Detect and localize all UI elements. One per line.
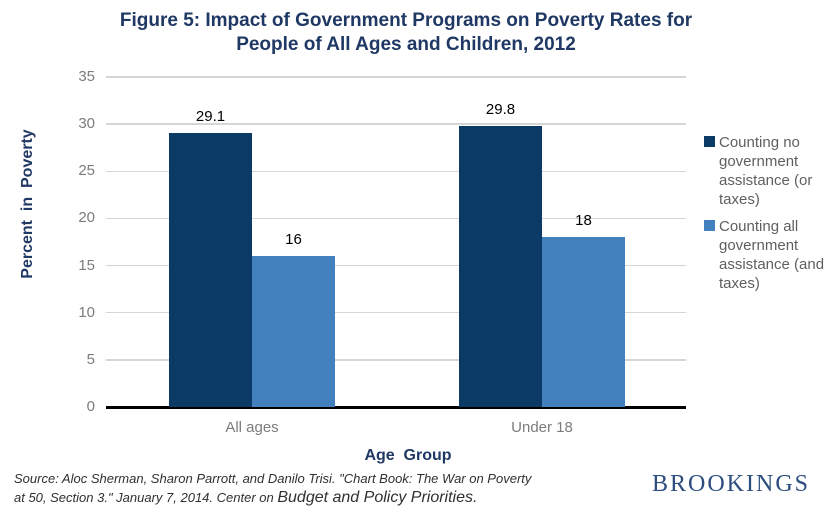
y-tick-label: 5: [86, 350, 95, 368]
bar-value-label: 18: [575, 212, 592, 230]
x-axis-title: Age Group: [364, 447, 452, 464]
legend-label: Counting no government assistance (or ta…: [719, 134, 813, 208]
category-label: All ages: [225, 419, 279, 436]
legend-label: Counting all government assistance (and …: [719, 218, 825, 292]
chart-title: Figure 5: Impact of Government Programs …: [0, 9, 812, 57]
y-tick-label: 25: [78, 162, 95, 180]
source-organization: Budget and Policy Priorities.: [277, 489, 478, 506]
grid-line: [106, 311, 686, 314]
category-label: Under 18: [511, 419, 573, 436]
grid-line: [106, 170, 686, 173]
y-tick-label: 20: [78, 209, 95, 227]
legend-swatch: [704, 220, 715, 231]
grid-line: [106, 217, 686, 220]
source-line2-prefix: at 50, Section 3." January 7, 2014. Cent…: [14, 490, 278, 505]
legend-item: Counting all government assistance (and …: [704, 217, 836, 293]
grid-line: [106, 123, 686, 125]
bar: [252, 256, 335, 407]
source-line2: at 50, Section 3." January 7, 2014. Cent…: [14, 488, 624, 507]
legend-swatch: [704, 136, 715, 147]
source-note: Source: Aloc Sherman, Sharon Parrott, an…: [14, 469, 624, 507]
bar-value-label: 29.8: [485, 101, 516, 119]
chart-title-line2: People of All Ages and Children, 2012: [236, 34, 576, 55]
y-tick-label: 35: [78, 68, 95, 85]
chart-title-line1: Figure 5: Impact of Government Programs …: [119, 10, 693, 31]
y-tick-label: 30: [78, 115, 95, 133]
grid-line: [106, 76, 686, 78]
source-line1: Source: Aloc Sherman, Sharon Parrott, an…: [14, 471, 532, 486]
y-axis-title: Percent in Poverty: [19, 129, 36, 279]
bar: [542, 237, 625, 407]
y-tick-label: 0: [86, 398, 95, 415]
legend: Counting no government assistance (or ta…: [704, 133, 836, 301]
x-axis-line: [106, 406, 686, 409]
grid-line: [106, 264, 686, 267]
brookings-logo: BROOKINGS: [652, 471, 811, 497]
bar: [459, 126, 542, 407]
bar: [169, 132, 252, 407]
legend-item: Counting no government assistance (or ta…: [704, 133, 836, 209]
bar-value-label: 29.1: [195, 107, 226, 125]
grid-line: [106, 359, 686, 361]
y-tick-label: 10: [78, 303, 95, 321]
bar-value-label: 16: [285, 231, 302, 249]
y-tick-label: 15: [78, 256, 95, 274]
